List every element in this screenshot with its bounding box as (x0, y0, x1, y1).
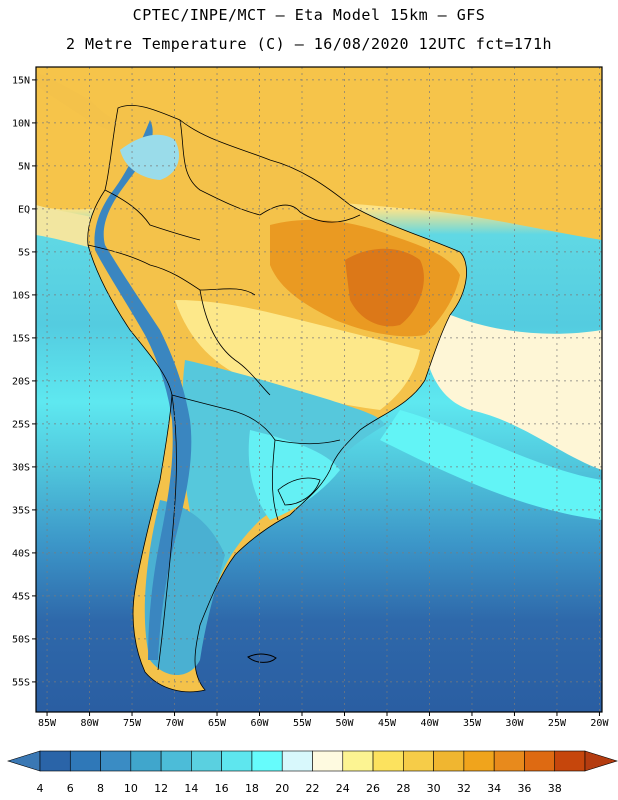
andes-cold-strip (94, 120, 192, 660)
lon-label: 35W (463, 718, 482, 729)
lat-label: 15N (12, 75, 30, 86)
lon-label: 25W (548, 718, 567, 729)
map-subtitle: 2 Metre Temperature (C) – 16/08/2020 12U… (65, 35, 553, 53)
colorbar-box (372, 750, 404, 772)
colorbar-label: 34 (487, 782, 501, 795)
colorbar-label: 26 (366, 782, 380, 795)
latitude-labels: 15N 10N 5N EQ 5S 10S 15S 20S 25S 30S 35S 40S 45S 50S 5… (12, 75, 30, 688)
colorbar-box (221, 750, 253, 772)
lon-label: 80W (81, 718, 100, 729)
colorbar-box (463, 750, 495, 772)
colorbar-label: 36 (517, 782, 531, 795)
colorbar-label: 18 (245, 782, 259, 795)
atlantic-cyan-band (380, 410, 602, 520)
colorbar: 4 6 8 10 12 14 16 18 20 22 24 26 28 30 32 34 36 38 (6, 750, 618, 795)
lon-label: 20W (590, 718, 609, 729)
caribbean-highlands (120, 134, 180, 180)
colorbar-box (191, 750, 222, 772)
lon-label: 85W (38, 718, 57, 729)
colorbar-box (403, 750, 434, 772)
colorbar-label: 30 (427, 782, 441, 795)
map-title: CPTEC/INPE/MCT – Eta Model 15km – GFS (132, 6, 486, 24)
lat-label: 5S (18, 247, 30, 258)
lon-label: 45W (378, 718, 397, 729)
lon-label: 75W (123, 718, 142, 729)
lon-label: 40W (420, 718, 439, 729)
map-frame (35, 66, 603, 713)
colorbar-label: 10 (124, 782, 138, 795)
colorbar-box (281, 750, 313, 772)
colorbar-label: 12 (154, 782, 168, 795)
colorbar-labels: 4 6 8 10 12 14 16 18 20 22 24 26 28 30 32 34 36 38 (37, 782, 562, 795)
central-america-land (36, 72, 118, 132)
lon-label: 50W (335, 718, 354, 729)
lat-label: 15S (12, 333, 30, 344)
colorbar-label: 20 (275, 782, 289, 795)
lon-label: 30W (505, 718, 524, 729)
central-mild-zone (175, 300, 420, 410)
colorbar-label: 16 (215, 782, 229, 795)
atlantic-warm-tongue (420, 300, 602, 470)
lon-label: 65W (208, 718, 227, 729)
colorbar-over-arrow (584, 750, 618, 772)
colorbar-boxes (39, 750, 586, 772)
colorbar-under-arrow (6, 750, 41, 772)
colorbar-box (69, 750, 101, 772)
lat-label: 10N (12, 118, 30, 129)
lat-label: 5N (18, 161, 30, 172)
colorbar-box (312, 750, 344, 772)
lat-label: 35S (12, 505, 30, 516)
colorbar-label: 4 (37, 782, 44, 795)
lon-label: 70W (165, 718, 184, 729)
graticule (32, 67, 602, 716)
longitude-labels: 85W 80W 75W 70W 65W 60W 55W 50W 45W 40W 35W 30W 25W 2… (38, 718, 609, 729)
colorbar-label: 14 (184, 782, 198, 795)
lat-label: 45S (12, 591, 30, 602)
colorbar-box (342, 750, 374, 772)
lat-label: 40S (12, 548, 30, 559)
colorbar-label: 6 (67, 782, 74, 795)
colorbar-box (554, 750, 586, 772)
colorbar-label: 32 (457, 782, 471, 795)
colorbar-label: 22 (306, 782, 320, 795)
colorbar-box (524, 750, 556, 772)
lon-label: 55W (293, 718, 312, 729)
lat-label: EQ (18, 204, 30, 215)
colorbar-label: 8 (97, 782, 104, 795)
colorbar-label: 24 (336, 782, 350, 795)
colorbar-box (39, 750, 71, 772)
colorbar-box (493, 750, 525, 772)
colorbar-label: 28 (396, 782, 410, 795)
lat-label: 20S (12, 376, 30, 387)
lat-label: 25S (12, 419, 30, 430)
lat-label: 55S (12, 677, 30, 688)
colorbar-label: 38 (548, 782, 562, 795)
colorbar-box (130, 750, 162, 772)
falkland-islands (247, 653, 277, 663)
pampas-bright-zone (248, 430, 340, 520)
temperature-map: 15N 10N 5N EQ 5S 10S 15S 20S 25S 30S 35S 40S 45S 50S 5… (12, 66, 609, 729)
lon-label: 60W (250, 718, 269, 729)
lat-label: 30S (12, 462, 30, 473)
colorbar-box (100, 750, 132, 772)
country-borders (87, 104, 467, 693)
lat-label: 50S (12, 634, 30, 645)
colorbar-box (251, 750, 283, 772)
colorbar-box (160, 750, 192, 772)
lat-label: 10S (12, 290, 30, 301)
northeast-hot-core (345, 248, 424, 327)
colorbar-box (433, 750, 465, 772)
